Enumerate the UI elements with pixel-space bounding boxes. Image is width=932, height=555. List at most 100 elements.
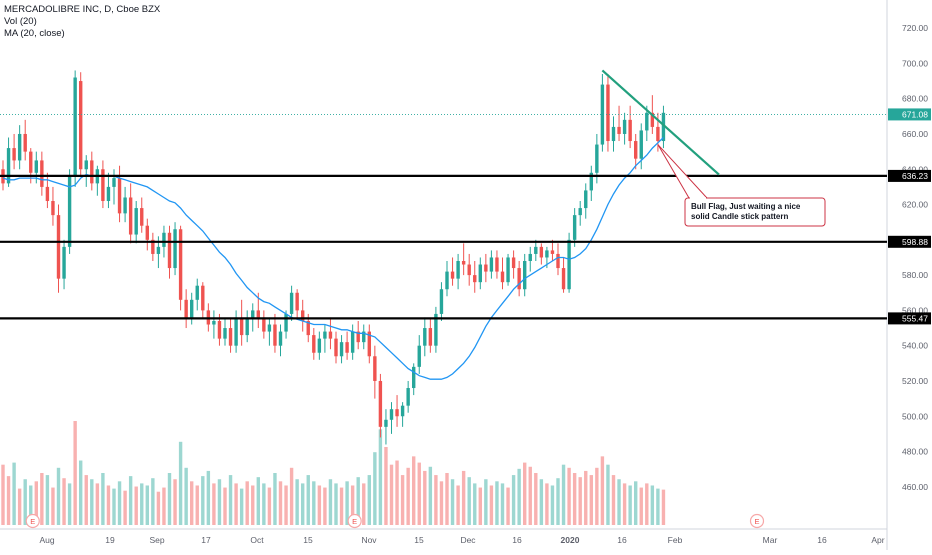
volume-bar <box>634 481 638 525</box>
candle-body <box>400 405 405 417</box>
time-axis[interactable]: Aug 19 Sep 17 Oct 15 Nov 15 Dec 16 2020 16 Feb Mar 16 A… <box>39 535 884 545</box>
candle-body <box>545 250 549 258</box>
volume-bar <box>62 478 66 525</box>
candle-body <box>567 239 571 290</box>
volume-bar <box>339 487 344 525</box>
volume-bar <box>478 487 482 525</box>
candle-body <box>6 148 11 184</box>
volume-bar <box>545 483 549 525</box>
candle-body <box>173 229 177 269</box>
price-tick-label: 640.00 <box>902 164 928 174</box>
candlesticks[interactable] <box>1 70 666 445</box>
volume-bar <box>500 483 505 525</box>
candle-body <box>356 331 360 343</box>
volume-bar <box>584 470 588 525</box>
candle-body <box>123 197 127 214</box>
candle-body <box>511 257 516 269</box>
candle-body <box>17 133 22 161</box>
candle-body <box>45 186 50 202</box>
volume-bar <box>445 473 449 525</box>
ma-legend[interactable]: MA (20, close) <box>4 28 65 39</box>
time-tick-label: Mar <box>763 535 778 545</box>
callout-pointer <box>657 144 709 199</box>
candle-body <box>600 84 605 145</box>
volume-bar <box>234 483 238 525</box>
candle-body <box>201 285 205 311</box>
candle-body <box>650 112 655 127</box>
price-tick-label: 540.00 <box>902 341 928 351</box>
callout-box <box>684 197 826 227</box>
time-tick-label: Apr <box>871 535 884 545</box>
volume-bar <box>95 483 100 525</box>
volume-bar <box>256 477 260 525</box>
candle-body <box>190 299 194 318</box>
candle-body <box>484 264 488 272</box>
candle-body <box>523 261 527 290</box>
candle-body <box>439 289 444 314</box>
volume-legend[interactable]: Vol (20) <box>4 16 37 27</box>
volume-bar <box>301 483 305 525</box>
time-tick-label: Sep <box>149 535 164 545</box>
level-price-label: 555.47 <box>902 313 928 323</box>
time-tick-label: 17 <box>201 535 211 545</box>
candle-body <box>528 253 532 261</box>
candle-body <box>195 285 199 300</box>
price-tick-label: 560.00 <box>902 305 928 315</box>
volume-bar <box>600 456 605 525</box>
volume-bar <box>317 485 322 525</box>
earnings-marker-future-label: E <box>754 517 759 526</box>
volume-bar <box>167 473 172 525</box>
price-tick-label: 580.00 <box>902 270 928 280</box>
volume-bar <box>506 487 510 525</box>
candle-body <box>478 264 482 283</box>
candle-body <box>589 172 593 191</box>
volume-bar <box>212 483 216 525</box>
volume-bar <box>561 464 566 525</box>
candle-body <box>312 335 316 353</box>
candle-body <box>245 317 249 336</box>
time-tick-label: 16 <box>617 535 627 545</box>
volume-bar <box>350 485 355 525</box>
candle-body <box>184 299 188 318</box>
candle-body <box>51 201 55 216</box>
candle-body <box>323 331 327 339</box>
candle-body <box>339 342 344 357</box>
symbol-title[interactable]: MERCADOLIBRE INC, D, Cboe BZX <box>4 4 161 15</box>
volume-bar <box>617 479 621 525</box>
volume-bar <box>17 488 22 525</box>
volume-bar <box>328 479 333 525</box>
chart-legend: MERCADOLIBRE INC, D, Cboe BZX Vol (20) M… <box>4 4 160 40</box>
candle-body <box>362 331 366 343</box>
candle-body <box>406 388 410 406</box>
volume-bar <box>378 429 383 525</box>
volume-bar <box>262 483 266 525</box>
volume-bar <box>251 485 255 525</box>
volume-bar <box>312 481 316 525</box>
candle-body <box>40 160 44 187</box>
volume-bar <box>295 479 299 525</box>
candle-body <box>345 342 349 353</box>
time-tick-label: 15 <box>303 535 313 545</box>
volume-bar <box>190 481 194 525</box>
volume-bar <box>228 475 233 525</box>
annotation-text-line2: solid Candle stick pattern <box>691 212 788 221</box>
volume-bar <box>51 487 55 525</box>
candle-body <box>539 246 544 258</box>
volume-bar <box>473 483 477 525</box>
candle-body <box>367 331 371 357</box>
volume-bar <box>201 476 205 525</box>
volume-bar <box>650 485 655 525</box>
candle-body <box>622 119 627 134</box>
time-tick-label: Nov <box>361 535 377 545</box>
earnings-marker <box>347 513 362 529</box>
volume-bar <box>639 487 643 525</box>
volume-bar <box>1 464 5 525</box>
volume-bar <box>306 475 310 525</box>
trendline <box>601 69 720 176</box>
candle-body <box>62 246 66 279</box>
candle-body <box>578 208 582 216</box>
horizontal-levels[interactable]: 671.08 636.23 598.88 555.47 <box>0 108 931 325</box>
